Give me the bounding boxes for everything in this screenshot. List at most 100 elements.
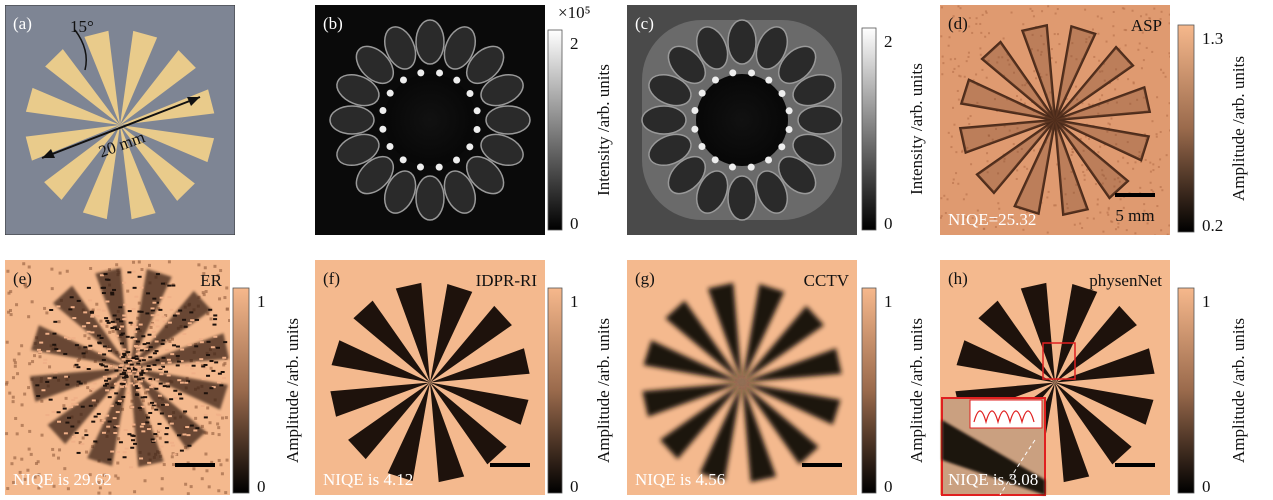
grain xyxy=(1110,118,1112,120)
grain xyxy=(1013,143,1015,145)
noise xyxy=(57,457,60,460)
noise xyxy=(206,354,210,356)
noise xyxy=(170,442,174,444)
noise xyxy=(191,372,195,374)
grain xyxy=(1168,224,1170,226)
speckle-dot xyxy=(699,90,706,97)
grain xyxy=(1113,34,1115,36)
noise xyxy=(10,313,13,316)
grain xyxy=(1097,198,1099,200)
grain xyxy=(1153,8,1155,10)
noise xyxy=(14,361,17,364)
grain xyxy=(1169,14,1171,16)
noise xyxy=(77,381,81,383)
noise xyxy=(219,384,223,386)
grain xyxy=(950,58,952,60)
grain xyxy=(1126,229,1128,231)
colorbar-tick-label: 0 xyxy=(884,477,893,496)
noise xyxy=(119,320,123,322)
grain xyxy=(1139,187,1141,189)
noise xyxy=(43,307,46,310)
grain xyxy=(1152,169,1154,171)
noise xyxy=(124,318,128,320)
noise xyxy=(163,320,167,322)
noise xyxy=(180,349,184,351)
noise xyxy=(107,322,111,324)
panel-label: (f) xyxy=(323,269,340,288)
grain xyxy=(968,52,970,54)
noise xyxy=(88,345,92,347)
grain xyxy=(1055,61,1057,63)
noise xyxy=(158,309,162,311)
noise xyxy=(58,448,61,451)
noise xyxy=(158,395,162,397)
noise xyxy=(123,304,127,306)
noise xyxy=(138,302,141,305)
noise xyxy=(225,416,228,419)
noise xyxy=(88,348,92,350)
grain xyxy=(1047,5,1049,7)
speckle-lobe xyxy=(416,20,444,64)
colorbar-label: Amplitude /arb. units xyxy=(283,318,302,463)
grain xyxy=(1161,11,1163,13)
speckle-lobe xyxy=(486,106,530,134)
noise xyxy=(125,386,129,388)
speckle-dot xyxy=(453,77,460,84)
noise xyxy=(87,368,91,370)
colorbar-tick-label: 2 xyxy=(884,32,893,51)
noise xyxy=(107,459,111,461)
noise xyxy=(97,342,101,344)
noise xyxy=(9,309,12,312)
noise xyxy=(135,380,138,383)
noise xyxy=(128,356,132,358)
grain xyxy=(980,54,982,56)
grain xyxy=(1016,178,1018,180)
noise xyxy=(105,325,108,328)
noise xyxy=(216,422,219,425)
noise xyxy=(133,369,137,371)
noise xyxy=(185,364,189,366)
noise xyxy=(230,494,233,497)
noise xyxy=(13,456,16,459)
grain xyxy=(1108,208,1110,210)
noise xyxy=(88,299,92,301)
noise xyxy=(108,396,112,398)
figure: 15°20 mm(a)(b)20×10⁵Intensity /arb. unit… xyxy=(0,0,1273,500)
noise xyxy=(85,451,88,454)
noise xyxy=(130,406,134,408)
colorbar-tick-label: 0 xyxy=(257,477,266,496)
noise xyxy=(57,421,61,423)
noise xyxy=(140,426,144,428)
noise xyxy=(75,404,79,406)
grain xyxy=(1097,151,1099,153)
noise xyxy=(101,324,105,326)
grain xyxy=(1033,70,1035,72)
noise xyxy=(195,427,199,429)
speckle-dot xyxy=(467,90,474,97)
noise xyxy=(6,341,9,344)
grain xyxy=(1086,217,1088,219)
noise xyxy=(141,423,145,425)
noise xyxy=(50,268,53,271)
noise xyxy=(118,306,122,308)
noise xyxy=(80,443,84,445)
noise xyxy=(41,389,45,391)
noise xyxy=(141,396,145,398)
grain xyxy=(975,73,977,75)
noise xyxy=(152,302,156,304)
noise xyxy=(137,378,141,380)
noise xyxy=(14,365,17,368)
grain xyxy=(954,58,956,60)
noise xyxy=(114,392,118,394)
grain xyxy=(987,160,989,162)
noise xyxy=(68,308,72,310)
grain xyxy=(980,32,982,34)
noise xyxy=(37,460,40,463)
noise xyxy=(96,315,100,317)
noise xyxy=(145,377,149,379)
noise xyxy=(163,385,167,387)
panel-label: (c) xyxy=(635,14,654,33)
noise xyxy=(170,309,174,311)
noise xyxy=(152,364,156,366)
grain xyxy=(958,65,960,67)
